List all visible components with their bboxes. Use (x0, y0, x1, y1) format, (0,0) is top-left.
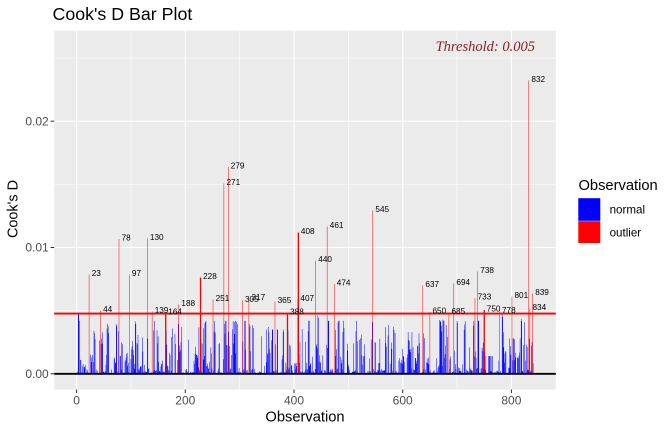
svg-text:Observation: Observation (579, 178, 658, 194)
svg-text:188: 188 (181, 299, 195, 308)
svg-text:839: 839 (535, 288, 549, 297)
svg-text:Observation: Observation (265, 410, 344, 426)
svg-text:440: 440 (318, 255, 332, 264)
svg-text:317: 317 (252, 293, 266, 302)
svg-text:600: 600 (393, 394, 413, 408)
svg-text:694: 694 (456, 278, 470, 287)
svg-text:461: 461 (330, 221, 344, 230)
svg-text:279: 279 (231, 161, 245, 170)
svg-text:834: 834 (533, 303, 547, 312)
svg-text:545: 545 (375, 205, 389, 214)
svg-text:228: 228 (203, 272, 217, 281)
svg-text:0.02: 0.02 (25, 114, 49, 128)
svg-text:388: 388 (290, 308, 304, 317)
svg-text:130: 130 (150, 233, 164, 242)
svg-text:778: 778 (502, 306, 516, 315)
svg-text:78: 78 (122, 234, 132, 243)
svg-text:0.00: 0.00 (25, 367, 49, 381)
svg-text:139: 139 (155, 306, 169, 315)
svg-text:365: 365 (278, 296, 292, 305)
svg-text:750: 750 (487, 305, 501, 314)
svg-text:0.01: 0.01 (25, 241, 49, 255)
svg-text:44: 44 (103, 305, 113, 314)
svg-text:733: 733 (478, 293, 492, 302)
svg-text:Cook's D: Cook's D (6, 180, 22, 238)
svg-text:200: 200 (175, 394, 195, 408)
svg-text:801: 801 (515, 291, 529, 300)
svg-text:400: 400 (284, 394, 304, 408)
svg-text:305: 305 (245, 295, 259, 304)
svg-text:0: 0 (73, 394, 80, 408)
svg-text:685: 685 (452, 307, 466, 316)
svg-text:408: 408 (301, 227, 315, 236)
svg-text:97: 97 (132, 269, 142, 278)
svg-text:474: 474 (337, 279, 351, 288)
svg-text:Cook's D Bar Plot: Cook's D Bar Plot (53, 4, 193, 24)
svg-text:251: 251 (216, 294, 230, 303)
svg-text:164: 164 (168, 308, 182, 317)
svg-text:637: 637 (425, 280, 439, 289)
svg-text:Threshold: 0.005: Threshold: 0.005 (436, 39, 535, 55)
svg-text:outlier: outlier (610, 226, 642, 239)
svg-text:407: 407 (300, 294, 314, 303)
svg-text:271: 271 (227, 178, 241, 187)
svg-text:738: 738 (480, 266, 494, 275)
svg-text:23: 23 (92, 269, 102, 278)
svg-text:650: 650 (433, 307, 447, 316)
svg-text:normal: normal (610, 203, 645, 216)
svg-text:800: 800 (501, 394, 521, 408)
svg-text:832: 832 (531, 75, 545, 84)
